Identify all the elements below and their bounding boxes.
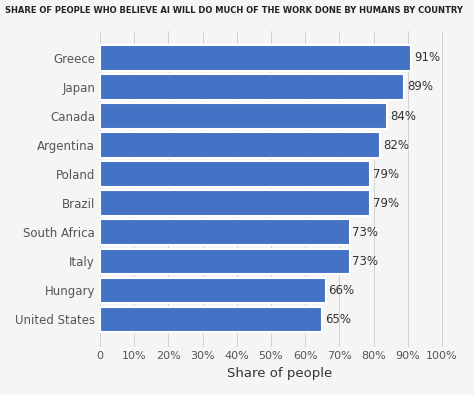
Bar bbox=[100, 162, 370, 187]
Text: 82%: 82% bbox=[383, 139, 409, 152]
Bar bbox=[100, 220, 350, 245]
Bar bbox=[100, 103, 387, 129]
Text: 73%: 73% bbox=[352, 226, 378, 239]
Bar bbox=[100, 74, 404, 100]
Bar bbox=[100, 190, 370, 216]
Text: 66%: 66% bbox=[328, 284, 355, 297]
Text: 89%: 89% bbox=[407, 81, 433, 94]
Text: 79%: 79% bbox=[373, 197, 399, 210]
Text: 91%: 91% bbox=[414, 51, 440, 64]
Text: SHARE OF PEOPLE WHO BELIEVE AI WILL DO MUCH OF THE WORK DONE BY HUMANS BY COUNTR: SHARE OF PEOPLE WHO BELIEVE AI WILL DO M… bbox=[5, 6, 463, 15]
Bar bbox=[100, 45, 411, 71]
Text: 65%: 65% bbox=[325, 313, 351, 326]
Text: 84%: 84% bbox=[390, 109, 416, 122]
Bar bbox=[100, 248, 350, 274]
Bar bbox=[100, 278, 326, 303]
Text: 79%: 79% bbox=[373, 167, 399, 181]
Bar bbox=[100, 307, 322, 332]
X-axis label: Share of people: Share of people bbox=[227, 367, 332, 380]
Bar bbox=[100, 132, 380, 158]
Text: 73%: 73% bbox=[352, 255, 378, 268]
